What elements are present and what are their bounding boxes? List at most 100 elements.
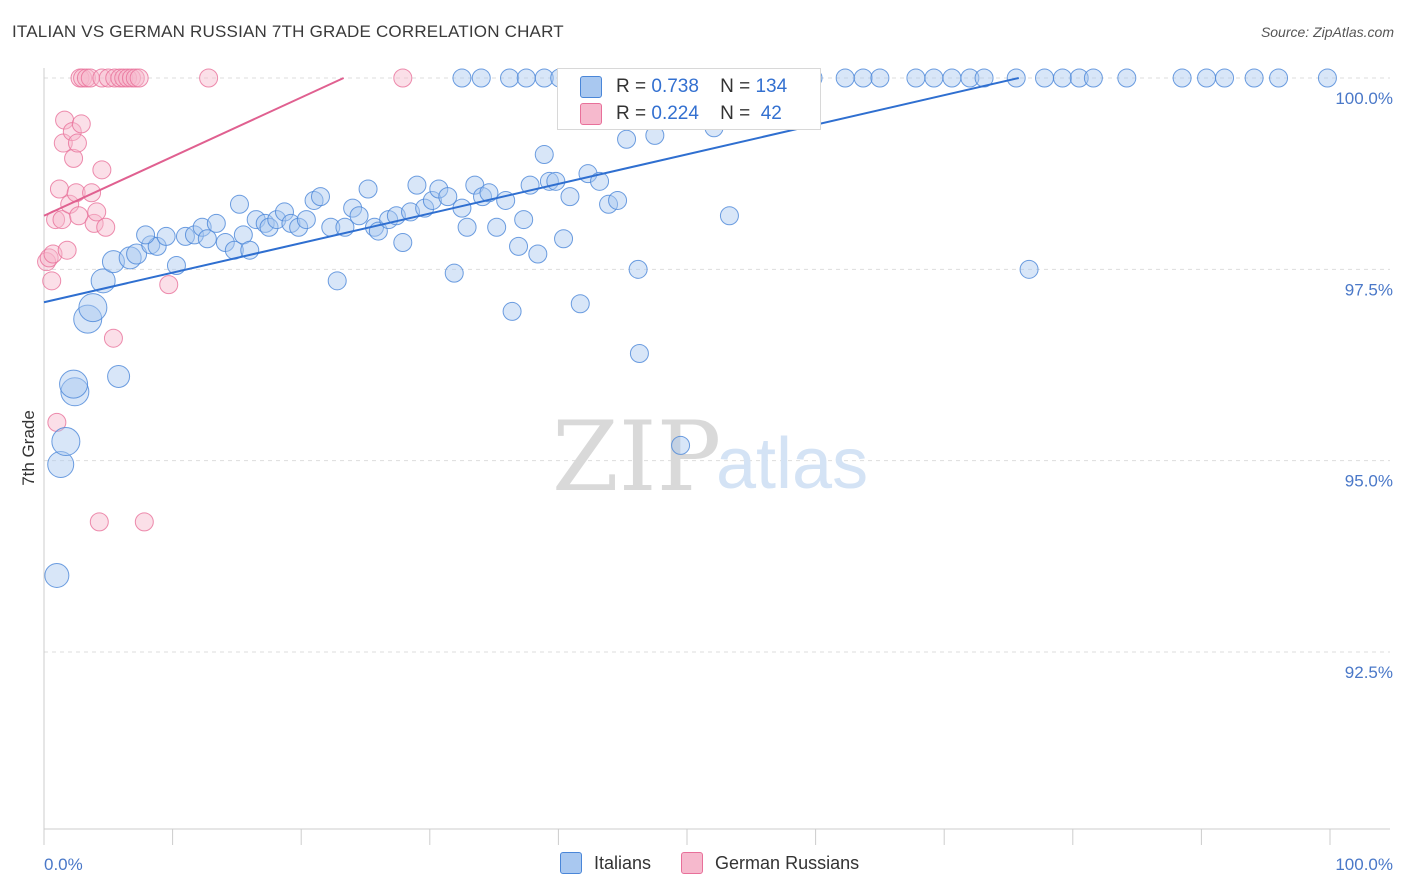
italians-point-125 xyxy=(1317,68,1337,88)
italians-point-64 xyxy=(514,210,534,230)
legend-n-label: N = xyxy=(720,76,751,97)
italians-point-21 xyxy=(206,213,226,233)
stats-legend: R = 0.738 N = 134 R = 0.224 N = 42 xyxy=(557,68,821,130)
italians-point-49 xyxy=(407,175,427,195)
italians-point-115 xyxy=(1035,68,1055,88)
german-russians-point-41 xyxy=(393,68,413,88)
legend-label-german-russians: German Russians xyxy=(715,852,860,873)
legend-item-italians: Italians xyxy=(560,852,651,874)
legend-n-value: 134 xyxy=(755,76,788,97)
italians-point-72 xyxy=(570,294,590,314)
legend-swatch-german-russians xyxy=(681,852,704,874)
italians-point-111 xyxy=(942,68,962,88)
italians-point-30 xyxy=(267,210,287,230)
italians-point-3 xyxy=(60,377,90,407)
italians-point-78 xyxy=(628,259,648,279)
italians-point-85 xyxy=(452,68,472,88)
italians-point-110 xyxy=(924,68,944,88)
german-russians-point-16 xyxy=(69,206,89,226)
axes xyxy=(43,68,1390,830)
y-tick-labels: 100.0% 97.5% 95.0% 92.5% xyxy=(1335,89,1393,682)
italians-point-117 xyxy=(1069,68,1089,88)
legend-row-german-russians: R = 0.224 N = 42 xyxy=(580,102,782,126)
italians-point-8 xyxy=(107,364,131,388)
italians-point-107 xyxy=(853,68,873,88)
italians-point-71 xyxy=(560,187,580,207)
german-russians-point-32 xyxy=(98,68,118,88)
italians-point-87 xyxy=(500,68,520,88)
italians-point-19 xyxy=(192,217,212,237)
german-russians-point-25 xyxy=(134,512,154,532)
italians-point-62 xyxy=(502,301,522,321)
legend-r-value: 0.738 xyxy=(651,76,699,97)
italians-point-50 xyxy=(415,198,435,218)
italians-point-29 xyxy=(259,217,279,237)
italians-point-14 xyxy=(136,225,156,245)
italians-point-60 xyxy=(487,217,507,237)
italians-point-59 xyxy=(479,183,499,203)
italians-point-41 xyxy=(349,206,369,226)
italians-point-66 xyxy=(528,244,548,264)
italians-point-24 xyxy=(229,194,249,214)
italians-point-116 xyxy=(1053,68,1073,88)
german-russians-point-10 xyxy=(57,240,77,260)
italians-point-77 xyxy=(617,129,637,149)
italians-point-31 xyxy=(274,202,294,222)
italians-point-83 xyxy=(719,206,739,226)
italians-point-36 xyxy=(310,187,330,207)
italians-point-11 xyxy=(126,243,148,265)
legend-label-italians: Italians xyxy=(594,852,652,873)
german-russians-trend-line xyxy=(43,77,345,217)
y-axis-label: 7th Grade xyxy=(19,410,38,486)
italians-point-109 xyxy=(906,68,926,88)
italians-point-0 xyxy=(44,562,70,588)
italians-point-53 xyxy=(438,187,458,207)
german-russians-point-6 xyxy=(49,179,69,199)
italians-point-106 xyxy=(835,68,855,88)
german-russians-point-23 xyxy=(96,217,116,237)
italians-point-86 xyxy=(471,68,491,88)
x-tick-label-max: 100.0% xyxy=(1335,855,1393,874)
italians-point-38 xyxy=(327,271,347,291)
german-russians-point-17 xyxy=(71,114,91,134)
watermark-zip: ZIP xyxy=(552,401,721,513)
italians-point-18 xyxy=(184,225,204,245)
german-russians-point-39 xyxy=(129,68,149,88)
watermark-atlas: atlas xyxy=(716,424,868,504)
italians-point-119 xyxy=(1117,68,1137,88)
source-credit: Source: ZipAtlas.com xyxy=(1260,24,1394,40)
italians-point-15 xyxy=(156,226,176,246)
legend-r-label: R = xyxy=(616,103,647,124)
legend-r-label: R = xyxy=(616,76,647,97)
italians-point-123 xyxy=(1244,68,1264,88)
chart-title: ITALIAN VS GERMAN RUSSIAN 7TH GRADE CORR… xyxy=(12,22,564,41)
legend-r-value: 0.224 xyxy=(651,103,699,124)
x-ticks xyxy=(43,829,1331,845)
series-legend: Italians German Russians xyxy=(560,852,889,874)
legend-swatch-italians xyxy=(560,852,582,874)
italians-point-108 xyxy=(870,68,890,88)
legend-swatch-german-russians xyxy=(580,103,602,125)
italians-point-118 xyxy=(1083,68,1103,88)
italians-point-88 xyxy=(516,68,536,88)
y-tick-label-0: 100.0% xyxy=(1335,89,1393,108)
italians-point-69 xyxy=(546,171,566,191)
italians-point-2 xyxy=(51,427,81,457)
italians-point-89 xyxy=(534,68,554,88)
italians-point-47 xyxy=(393,233,413,253)
german-russians-point-2 xyxy=(42,271,62,291)
legend-item-german-russians: German Russians xyxy=(681,852,859,874)
italians-point-20 xyxy=(197,229,217,249)
italians-point-42 xyxy=(358,179,378,199)
italians-point-70 xyxy=(554,229,574,249)
italians-point-33 xyxy=(289,217,309,237)
italians-point-112 xyxy=(960,68,980,88)
italians-point-51 xyxy=(422,190,442,210)
x-tick-label-min: 0.0% xyxy=(44,855,83,874)
german-russians-point-40 xyxy=(199,68,219,88)
italians-point-6 xyxy=(78,293,108,323)
italians-point-4 xyxy=(59,369,89,399)
legend-row-italians: R = 0.738 N = 134 xyxy=(580,75,787,99)
italians-point-81 xyxy=(671,435,691,455)
